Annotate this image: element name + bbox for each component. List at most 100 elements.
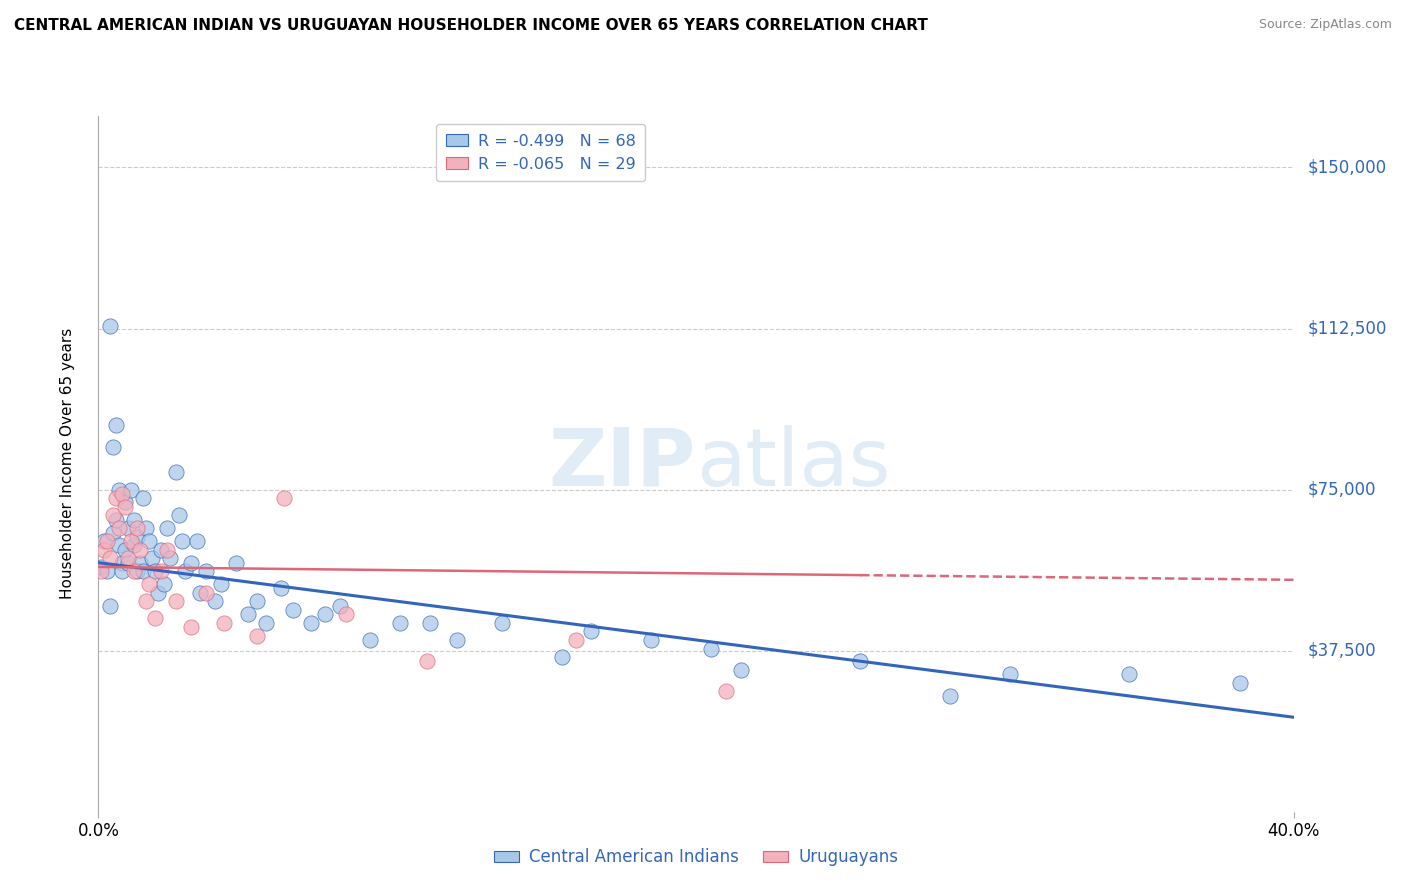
Point <box>640 632 662 647</box>
Point <box>236 607 259 622</box>
Point <box>254 615 277 630</box>
Point <box>172 534 194 549</box>
Point <box>159 551 181 566</box>
Point <box>446 632 468 647</box>
Point <box>98 551 122 566</box>
Point <box>188 585 211 599</box>
Point <box>165 466 187 480</box>
Point <box>129 556 152 570</box>
Point <box>105 418 128 433</box>
Point <box>150 564 173 578</box>
Text: Source: ZipAtlas.com: Source: ZipAtlas.com <box>1258 18 1392 31</box>
Point <box>270 582 292 596</box>
Point <box>194 585 218 599</box>
Point <box>117 551 139 566</box>
Point <box>730 663 752 677</box>
Point <box>127 564 149 578</box>
Point <box>120 534 142 549</box>
Point <box>141 551 163 566</box>
Point <box>714 684 737 698</box>
Point <box>156 521 179 535</box>
Point <box>111 564 134 578</box>
Point <box>416 654 439 668</box>
Point <box>174 564 197 578</box>
Point <box>849 654 872 668</box>
Text: atlas: atlas <box>696 425 890 503</box>
Point <box>117 556 139 570</box>
Point <box>273 491 295 506</box>
Point <box>209 577 232 591</box>
Point <box>329 599 352 613</box>
Point <box>90 564 112 578</box>
Point <box>138 534 160 549</box>
Point <box>108 483 131 497</box>
Point <box>103 525 125 540</box>
Point <box>124 513 146 527</box>
Point <box>138 577 160 591</box>
Point <box>700 641 723 656</box>
Point <box>93 542 115 557</box>
Point <box>491 615 513 630</box>
Point <box>180 620 202 634</box>
Point <box>120 483 142 497</box>
Point <box>153 577 176 591</box>
Point <box>186 534 208 549</box>
Point <box>150 542 173 557</box>
Point <box>389 615 412 630</box>
Text: $75,000: $75,000 <box>1308 481 1376 499</box>
Point <box>165 594 187 608</box>
Point <box>98 319 122 334</box>
Point <box>335 607 357 622</box>
Point <box>135 594 157 608</box>
Point <box>419 615 441 630</box>
Point <box>281 603 304 617</box>
Point <box>103 440 125 454</box>
Point <box>1229 676 1251 690</box>
Legend: Central American Indians, Uruguayans: Central American Indians, Uruguayans <box>486 842 905 873</box>
Text: CENTRAL AMERICAN INDIAN VS URUGUAYAN HOUSEHOLDER INCOME OVER 65 YEARS CORRELATIO: CENTRAL AMERICAN INDIAN VS URUGUAYAN HOU… <box>14 18 928 33</box>
Point <box>96 564 118 578</box>
Point <box>93 534 115 549</box>
Point <box>359 632 381 647</box>
Point <box>103 508 125 523</box>
Text: ZIP: ZIP <box>548 425 696 503</box>
Text: $112,500: $112,500 <box>1308 319 1386 337</box>
Point <box>132 491 155 506</box>
Point <box>246 629 269 643</box>
Point <box>111 556 134 570</box>
Y-axis label: Householder Income Over 65 years: Householder Income Over 65 years <box>60 328 75 599</box>
Point <box>114 500 136 514</box>
Point <box>581 624 603 639</box>
Point <box>204 594 226 608</box>
Point <box>105 513 128 527</box>
Point <box>98 599 122 613</box>
Point <box>212 615 235 630</box>
Point <box>299 615 322 630</box>
Text: $150,000: $150,000 <box>1308 159 1386 177</box>
Point <box>180 556 202 570</box>
Point <box>111 487 134 501</box>
Point <box>135 521 157 535</box>
Point <box>114 542 136 557</box>
Point <box>124 538 146 552</box>
Point <box>127 521 149 535</box>
Point <box>194 564 218 578</box>
Text: $37,500: $37,500 <box>1308 641 1376 660</box>
Point <box>143 611 166 625</box>
Point <box>127 530 149 544</box>
Point <box>565 632 588 647</box>
Point <box>96 534 118 549</box>
Point <box>108 521 131 535</box>
Point <box>129 542 152 557</box>
Point <box>939 689 962 703</box>
Point <box>1118 667 1140 681</box>
Point <box>156 542 179 557</box>
Point <box>132 564 155 578</box>
Point <box>148 585 170 599</box>
Point <box>246 594 269 608</box>
Point <box>105 491 128 506</box>
Point <box>90 560 112 574</box>
Point <box>225 556 247 570</box>
Point <box>117 521 139 535</box>
Point <box>114 495 136 509</box>
